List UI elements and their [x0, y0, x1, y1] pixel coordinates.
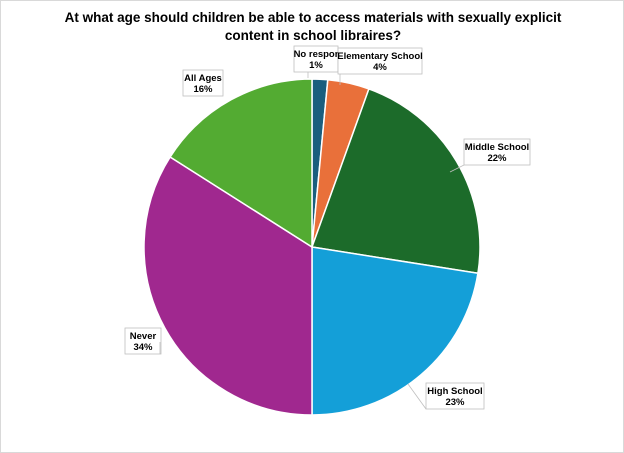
data-label-box [293, 45, 339, 73]
data-label-percent: 22% [487, 153, 507, 164]
data-label-category: No respor [294, 49, 339, 60]
data-label-percent: 34% [133, 342, 153, 353]
data-label-box [425, 382, 485, 410]
data-label-category: Elementary School [337, 51, 423, 62]
data-label-box [463, 138, 531, 166]
data-label-category: Middle School [465, 142, 529, 153]
data-label-category: High School [427, 386, 482, 397]
data-label-category: Never [130, 331, 157, 342]
data-label-box [182, 69, 224, 97]
chart-title-line-2: content in school libraires? [224, 28, 402, 43]
data-label-percent: 1% [309, 60, 323, 71]
chart-title: At what age should children be able to a… [41, 9, 585, 45]
data-label-percent: 16% [193, 84, 213, 95]
data-label-box [337, 47, 423, 75]
data-label-category: All Ages [184, 73, 222, 84]
data-label-percent: 4% [373, 62, 387, 73]
data-label-box [124, 327, 162, 355]
data-label-leader [407, 383, 427, 410]
pie-slice-high-school [311, 246, 479, 416]
chart-title-line-1: At what age should children be able to a… [64, 10, 562, 25]
data-label-leader [449, 164, 465, 173]
pie-slice-all-ages [169, 78, 313, 249]
pie-slices [143, 78, 481, 416]
pie-slice-never [143, 155, 313, 416]
pie-slice-middle-school [310, 87, 481, 275]
data-label-percent: 23% [445, 397, 465, 408]
